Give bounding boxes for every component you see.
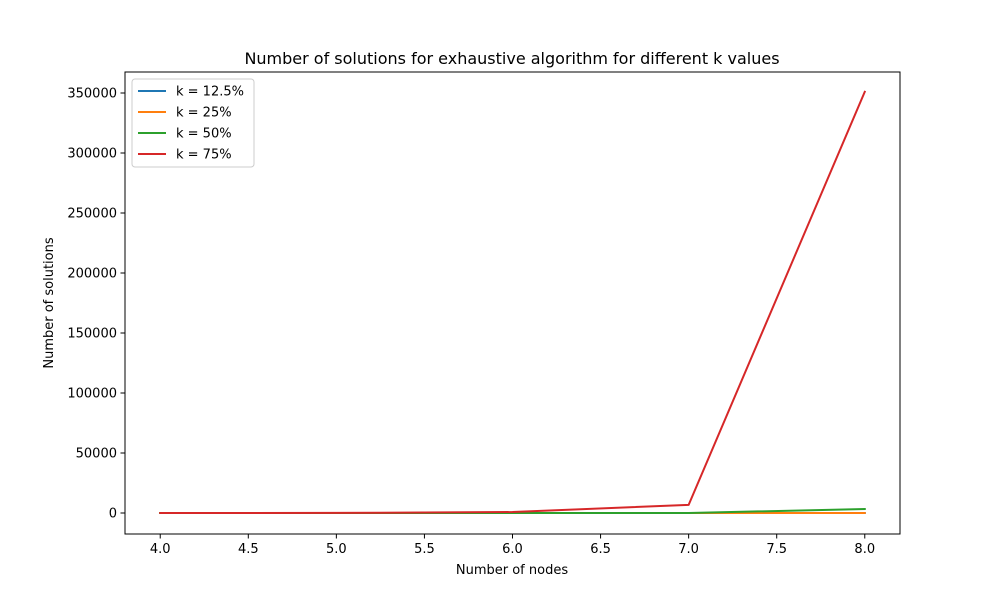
- y-axis-ticks: 0 50000 100000 150000 200000 250000 300000 3500…: [67, 87, 125, 522]
- x-tick-label: 4.0: [150, 542, 171, 557]
- legend-label: k = 75%: [176, 148, 232, 163]
- x-tick-label: 5.5: [414, 542, 435, 557]
- y-tick-label: 100000: [67, 387, 117, 402]
- x-tick-label: 6.5: [590, 542, 611, 557]
- y-tick-label: 250000: [67, 207, 117, 222]
- legend-label: k = 12.5%: [176, 85, 244, 100]
- x-tick-label: 4.5: [238, 542, 259, 557]
- x-tick-label: 5.0: [326, 542, 347, 557]
- x-tick-label: 7.0: [678, 542, 699, 557]
- y-tick-label: 350000: [67, 87, 117, 102]
- x-tick-label: 8.0: [854, 542, 875, 557]
- y-tick-label: 200000: [67, 267, 117, 282]
- y-tick-label: 300000: [67, 147, 117, 162]
- y-axis-label: Number of solutions: [42, 237, 57, 368]
- legend-items: k = 12.5% k = 25% k = 50% k = 75%: [138, 85, 244, 163]
- y-tick-label: 50000: [76, 447, 117, 462]
- x-tick-label: 6.0: [502, 542, 523, 557]
- legend: k = 12.5% k = 25% k = 50% k = 75%: [131, 78, 255, 168]
- y-tick-label: 150000: [67, 327, 117, 342]
- chart-title: Number of solutions for exhaustive algor…: [244, 49, 779, 68]
- series-line: [159, 90, 867, 514]
- legend-box: [131, 78, 255, 168]
- x-tick-label: 7.5: [766, 542, 787, 557]
- x-axis-label: Number of nodes: [456, 563, 568, 578]
- series-lines: [159, 90, 867, 515]
- legend-label: k = 25%: [176, 106, 232, 121]
- y-tick-label: 0: [109, 507, 117, 522]
- legend-label: k = 50%: [176, 127, 232, 142]
- x-axis-ticks: 4.0 4.5 5.0 5.5 6.0 6.5 7.0 7.5 8.0: [150, 534, 875, 557]
